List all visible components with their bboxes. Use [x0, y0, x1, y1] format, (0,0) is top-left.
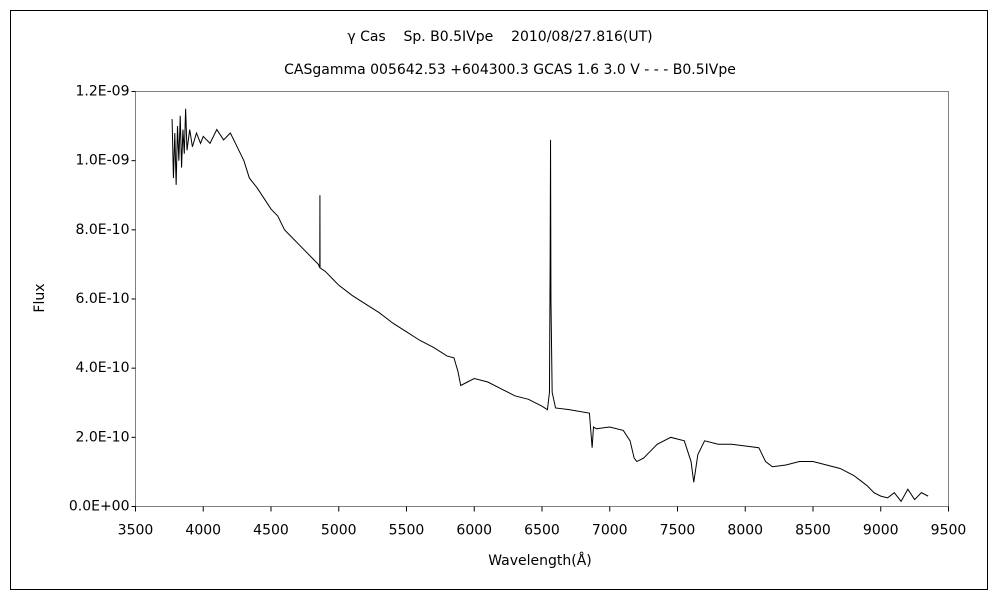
x-tick-label: 5500 — [389, 523, 425, 539]
spectrum-line — [171, 108, 929, 503]
x-tick-label: 9000 — [863, 523, 899, 539]
x-tick-label: 6000 — [456, 523, 492, 539]
x-tick-label: 5000 — [321, 523, 357, 539]
y-axis-label: Flux — [32, 283, 48, 312]
x-tick-label: 4500 — [253, 523, 289, 539]
x-tick-label: 9500 — [931, 523, 967, 539]
chart-frame — [10, 10, 988, 590]
x-tick-label: 6500 — [524, 523, 560, 539]
x-tick-label: 8000 — [727, 523, 763, 539]
chart-subtitle: CASgamma 005642.53 +604300.3 GCAS 1.6 3.… — [284, 62, 736, 78]
y-tick-label: 1.2E-09 — [76, 84, 130, 100]
y-tick-label: 6.0E-10 — [76, 291, 130, 307]
x-tick-label: 7500 — [660, 523, 696, 539]
plot-area — [135, 91, 949, 507]
y-tick-label: 8.0E-10 — [76, 222, 130, 238]
x-tick-label: 4000 — [185, 523, 221, 539]
x-tick-label: 3500 — [118, 523, 154, 539]
y-tick-label: 2.0E-10 — [76, 429, 130, 445]
x-tick-label: 7000 — [592, 523, 628, 539]
x-tick-label: 8500 — [795, 523, 831, 539]
y-tick-label: 0.0E+00 — [69, 499, 130, 515]
y-tick-label: 1.0E-09 — [76, 153, 130, 169]
chart-title: γ Cas Sp. B0.5IVpe 2010/08/27.816(UT) — [347, 29, 652, 45]
x-axis-label: Wavelength(Å) — [488, 552, 592, 569]
y-tick-label: 4.0E-10 — [76, 360, 130, 376]
